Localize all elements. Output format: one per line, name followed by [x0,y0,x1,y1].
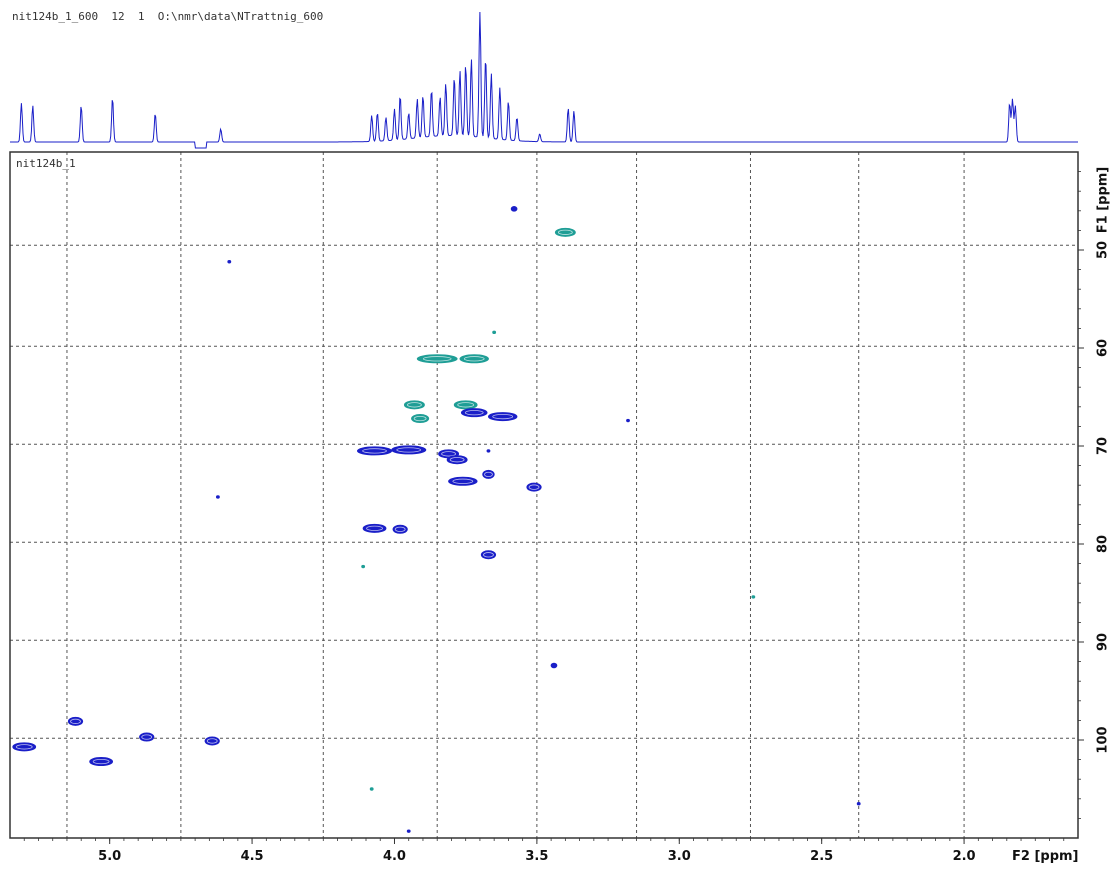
y-tick-label: 50 [1096,241,1111,259]
cross-peak-inner-contour [206,738,218,744]
cross-peak [361,564,366,569]
cross-peak [215,495,220,499]
cross-peak [856,802,861,806]
cross-peak-inner-contour [366,525,383,531]
cross-peak-contour [550,662,558,669]
cross-peak-inner-contour [492,413,514,420]
x-axis-ticks: 5.0 4.5 4.0 3.5 3.0 2.5 2.0 [23,838,1065,864]
y-tick-label: 70 [1096,437,1111,455]
cross-peak-contour [751,595,756,599]
cross-peak-contour [361,564,366,569]
cross-peak [626,418,630,423]
cross-peak [411,414,430,424]
cross-peak-contour [215,495,220,499]
cross-peak [227,260,232,264]
y-tick-label: 100 [1096,726,1111,753]
cross-peak-inner-contour [464,410,484,416]
cross-peak-inner-contour [422,356,452,362]
cross-peak [446,455,468,465]
x-axis-label: F2 [ppm] [1012,849,1079,864]
cross-peak [448,476,478,486]
cross-peak-contour [510,206,518,212]
x-tick-label: 2.0 [953,849,976,864]
proton-projection-line [10,11,1078,149]
x-tick-label: 2.5 [810,849,833,864]
plot-grid [10,152,1078,838]
cross-peak [416,354,458,364]
cross-peak-inner-contour [396,447,422,453]
x-tick-label: 4.0 [383,849,406,864]
cross-peak-inner-contour [449,457,465,463]
cross-peak [67,716,84,726]
spectrum-inset-label: nit124b_1 [16,157,76,170]
cross-peak [89,757,114,767]
cross-peak [369,787,374,791]
cross-peak-inner-contour [528,484,540,490]
cross-peak [403,400,425,410]
cross-peak-inner-contour [452,478,474,484]
x-tick-label: 5.0 [98,849,121,864]
cross-peaks [12,206,861,833]
cross-peak [486,449,491,453]
cross-peak [391,445,427,455]
cross-peak [356,446,393,456]
cross-peak-contour [626,418,630,423]
cross-peak-inner-contour [441,451,456,457]
y-axis-label: F1 [ppm] [1096,167,1111,234]
cross-peak [492,330,497,335]
cross-peak-inner-contour [92,758,110,765]
cross-peak-contour [406,829,411,833]
cross-peak-inner-contour [463,356,485,362]
cross-peak-contour [492,330,497,335]
cross-peak [459,354,489,364]
cross-peak-inner-contour [141,734,153,740]
cross-peak [554,227,576,237]
x-tick-label: 4.5 [241,849,264,864]
cross-peak [460,408,488,418]
cross-peak-contour [486,449,491,453]
proton-projection-trace [10,11,1078,149]
y-tick-label: 60 [1096,339,1111,357]
cross-peak [392,524,408,534]
cross-peak-inner-contour [407,402,422,408]
x-tick-label: 3.0 [668,849,691,864]
cross-peak [480,550,497,560]
y-tick-label: 80 [1096,535,1111,553]
dataset-info-header: nit124b_1_600 12 1 O:\nmr\data\NTrattnig… [12,10,324,23]
plot-frame [9,151,1079,839]
cross-peak [12,742,37,752]
cross-peak-inner-contour [15,744,33,750]
cross-peak-contour [856,802,861,806]
cross-peak [362,523,387,533]
cross-peak [406,829,411,833]
y-tick-label: 90 [1096,633,1111,651]
cross-peak-inner-contour [362,448,387,454]
cross-peak [526,482,542,492]
cross-peak [487,412,518,422]
cross-peak-inner-contour [457,402,475,408]
cross-peak [751,595,756,599]
cross-peak [139,732,155,742]
cross-peak-contour [369,787,374,791]
y-axis-ticks: 50 60 70 80 90 100 [1078,171,1111,819]
cross-peak-inner-contour [413,415,427,422]
cross-peak-inner-contour [394,526,406,532]
cross-peak-inner-contour [70,718,81,724]
cross-peak [510,206,518,212]
cross-peak [453,400,478,410]
cross-peak-inner-contour [483,552,494,558]
cross-peak [482,469,495,479]
cross-peak-inner-contour [557,229,573,235]
x-tick-label: 3.5 [525,849,548,864]
cross-peak-contour [227,260,232,264]
cross-peak [204,736,220,746]
cross-peak-inner-contour [484,471,493,478]
cross-peak [550,662,558,669]
